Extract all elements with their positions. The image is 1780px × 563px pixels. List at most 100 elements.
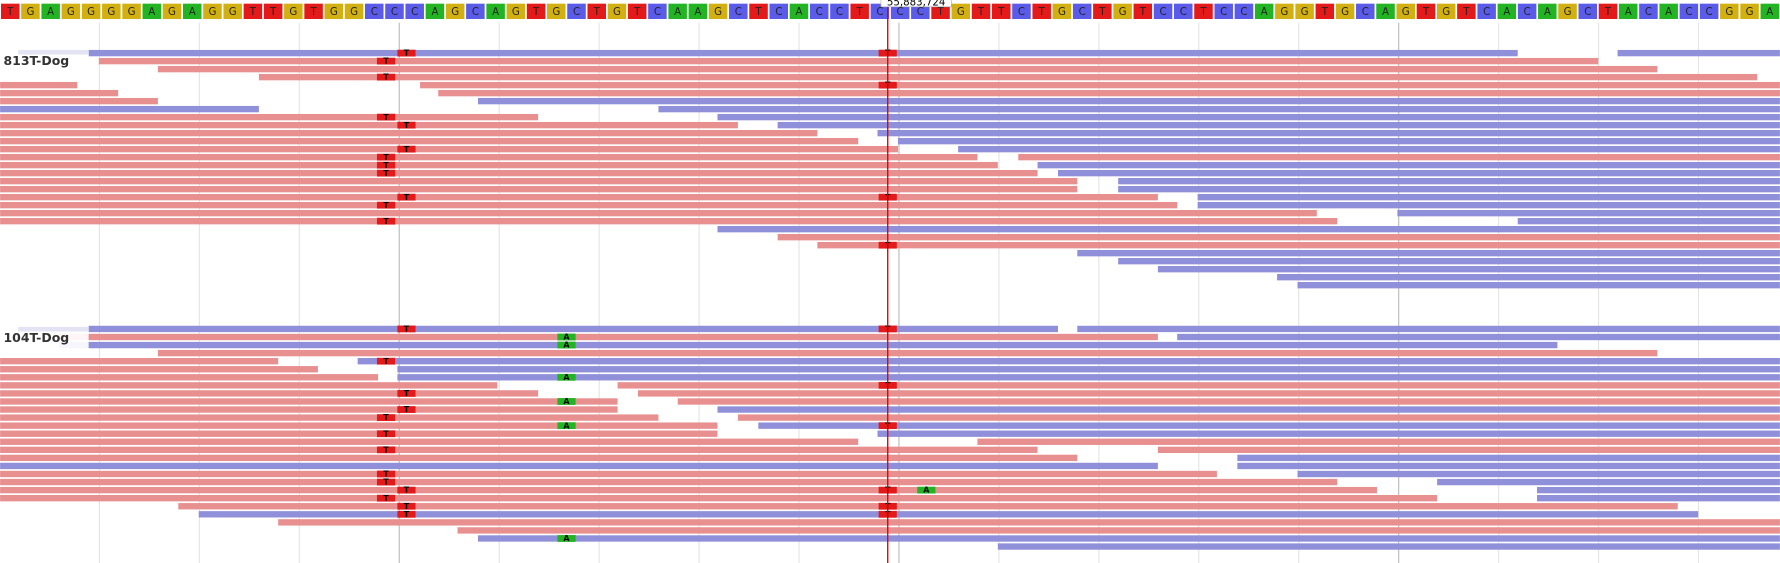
mismatch bbox=[397, 486, 416, 494]
base-cell bbox=[1395, 3, 1416, 20]
read bbox=[958, 145, 1780, 153]
track-label-band bbox=[18, 326, 89, 332]
base-cell bbox=[121, 3, 142, 20]
mismatch bbox=[557, 373, 576, 381]
base-cell bbox=[1132, 3, 1153, 20]
mismatch-base: T bbox=[383, 413, 389, 422]
base-letter: C bbox=[917, 7, 924, 18]
base-cell bbox=[263, 3, 283, 20]
mismatch bbox=[376, 494, 396, 502]
mismatch-base: T bbox=[383, 169, 389, 178]
base-cell bbox=[1315, 3, 1335, 20]
base-cell bbox=[384, 3, 405, 20]
read bbox=[1517, 217, 1780, 225]
base-cell bbox=[1739, 3, 1760, 20]
read bbox=[1118, 177, 1780, 185]
read bbox=[157, 65, 1658, 73]
base-letter: G bbox=[1746, 7, 1754, 18]
mismatch-base: A bbox=[563, 333, 570, 342]
base-letter: C bbox=[1159, 7, 1166, 18]
track-label-band bbox=[18, 49, 89, 55]
read bbox=[397, 366, 1780, 373]
read bbox=[0, 185, 1078, 193]
read bbox=[1277, 274, 1780, 281]
base-cell bbox=[789, 3, 809, 20]
base-letter: T bbox=[1462, 7, 1470, 18]
mismatch bbox=[376, 113, 396, 121]
base-letter: C bbox=[371, 7, 378, 18]
base-letter: C bbox=[816, 7, 823, 18]
read bbox=[0, 358, 279, 365]
read bbox=[1157, 446, 1780, 454]
base-cell bbox=[1679, 3, 1699, 20]
mismatch-base: T bbox=[383, 357, 389, 366]
base-letter: C bbox=[876, 7, 883, 18]
base-letter: C bbox=[391, 7, 398, 18]
read bbox=[817, 241, 1780, 249]
base-letter: T bbox=[6, 7, 14, 18]
read bbox=[1237, 462, 1780, 470]
base-letter: A bbox=[1382, 7, 1389, 18]
base-cell bbox=[1355, 3, 1376, 20]
base-cell bbox=[1052, 3, 1072, 20]
read bbox=[357, 358, 1780, 365]
base-letter: C bbox=[1018, 7, 1025, 18]
mismatch bbox=[376, 430, 396, 438]
base-letter: A bbox=[1544, 7, 1551, 18]
read bbox=[0, 169, 1038, 177]
mismatch bbox=[557, 333, 576, 341]
read bbox=[0, 121, 738, 129]
base-cell bbox=[748, 3, 769, 20]
base-letter: T bbox=[269, 7, 277, 18]
read bbox=[0, 382, 498, 389]
mismatch bbox=[376, 217, 396, 225]
base-cell bbox=[647, 3, 668, 20]
base-letter: C bbox=[836, 7, 843, 18]
base-cell bbox=[1153, 3, 1173, 20]
mismatch bbox=[376, 357, 396, 365]
read bbox=[0, 390, 539, 397]
base-cell bbox=[607, 3, 627, 20]
base-cell bbox=[1031, 3, 1052, 20]
read bbox=[658, 105, 1780, 113]
mismatch bbox=[557, 341, 576, 349]
mismatch-base: T bbox=[383, 478, 389, 487]
base-letter: G bbox=[957, 7, 965, 18]
read bbox=[0, 486, 1377, 494]
base-cell bbox=[283, 3, 304, 20]
mismatch-base: A bbox=[563, 421, 570, 430]
read bbox=[0, 145, 898, 153]
base-letter: G bbox=[1402, 7, 1410, 18]
mismatch-base: T bbox=[404, 502, 410, 511]
read bbox=[1077, 250, 1780, 257]
read bbox=[717, 225, 1780, 233]
read bbox=[0, 478, 1338, 486]
base-letter: A bbox=[1261, 7, 1268, 18]
base-letter: G bbox=[208, 7, 216, 18]
read bbox=[98, 57, 1599, 65]
base-letter: C bbox=[1240, 7, 1247, 18]
read bbox=[777, 121, 1780, 129]
base-letter: G bbox=[512, 7, 520, 18]
base-letter: T bbox=[1139, 7, 1147, 18]
base-cell bbox=[768, 3, 789, 20]
base-cell bbox=[1537, 3, 1558, 20]
base-letter: G bbox=[87, 7, 95, 18]
read bbox=[1118, 185, 1780, 193]
base-cell bbox=[425, 3, 445, 20]
mismatch-base: T bbox=[404, 49, 410, 58]
base-letter: C bbox=[472, 7, 479, 18]
track-label-bg bbox=[0, 326, 89, 350]
base-cell bbox=[1416, 3, 1436, 20]
base-cell bbox=[1476, 3, 1497, 20]
read bbox=[1197, 201, 1780, 209]
mismatch-base: T bbox=[404, 405, 410, 414]
base-letter: C bbox=[1079, 7, 1086, 18]
mismatch bbox=[917, 486, 936, 494]
mismatch-base: T bbox=[383, 201, 389, 210]
base-letter: G bbox=[1341, 7, 1349, 18]
read bbox=[1237, 454, 1780, 462]
base-letter: G bbox=[1564, 7, 1572, 18]
read bbox=[1197, 193, 1780, 201]
read bbox=[1617, 49, 1780, 57]
